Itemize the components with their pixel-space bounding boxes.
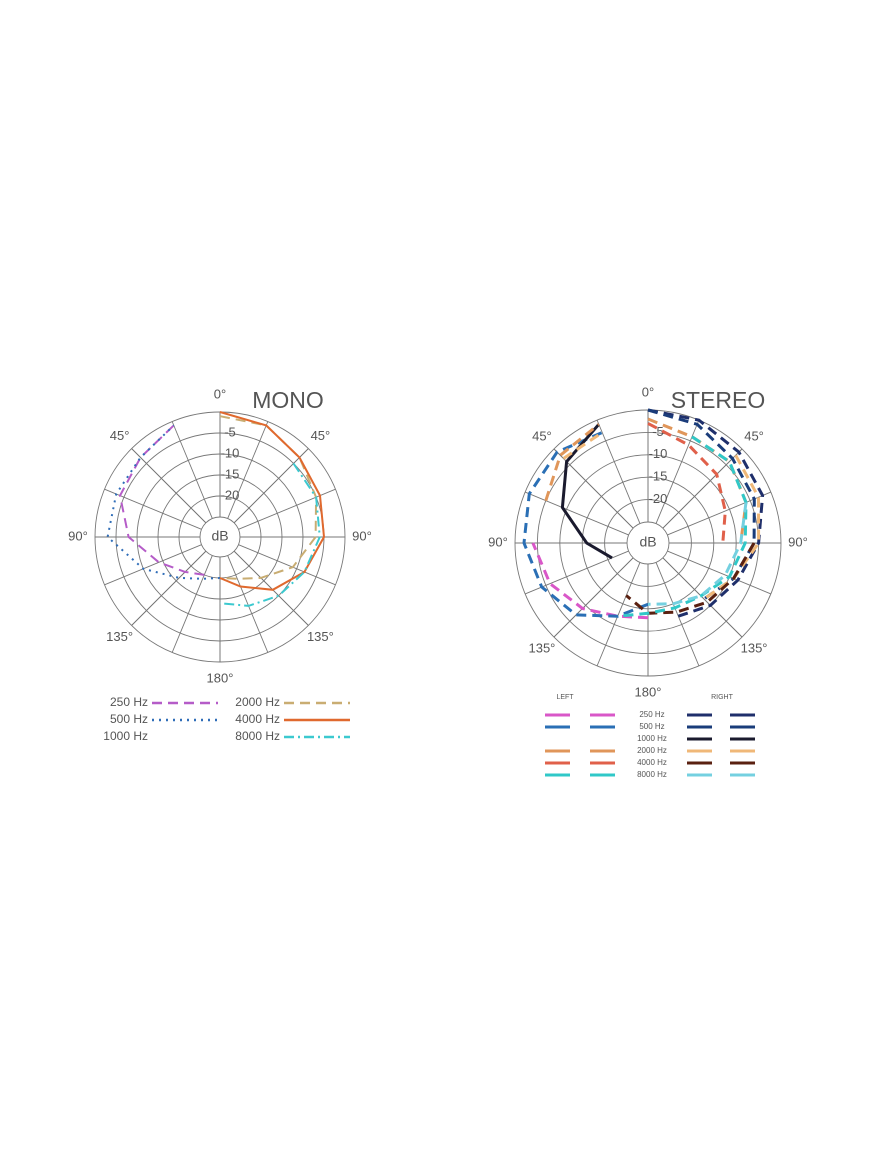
- pattern-line: [647, 408, 765, 618]
- r-axis-label: dB: [211, 528, 228, 544]
- legend-label: 250 Hz: [110, 695, 148, 709]
- r-tick-label: -5: [652, 424, 664, 439]
- angle-label: 90°: [788, 534, 808, 549]
- spoke: [524, 491, 629, 536]
- r-tick-label: -15: [221, 466, 240, 481]
- pattern-line: [106, 424, 221, 580]
- grid-spoke: [553, 557, 634, 638]
- r-axis-label: dB: [639, 534, 656, 550]
- legend-label: 8000 Hz: [235, 729, 280, 743]
- chart-title: MONO: [252, 387, 324, 413]
- spoke: [171, 555, 213, 653]
- legend-label: 500 Hz: [639, 722, 664, 731]
- angle-label: 90°: [68, 528, 88, 543]
- grid-spoke: [233, 448, 309, 524]
- legend-label: 500 Hz: [110, 712, 148, 726]
- angle-label: 45°: [532, 428, 552, 443]
- angle-label: 180°: [635, 684, 662, 699]
- spoke: [104, 544, 202, 586]
- angle-label: 0°: [214, 386, 226, 401]
- angle-label: 90°: [488, 534, 508, 549]
- grid-spoke: [662, 557, 743, 638]
- angle-label: 135°: [741, 641, 768, 656]
- r-tick-label: -20: [649, 491, 668, 506]
- pattern-line: [617, 435, 748, 618]
- spoke: [655, 562, 700, 667]
- angle-label: 135°: [106, 629, 133, 644]
- spoke: [596, 419, 641, 524]
- legend-label: 250 Hz: [639, 710, 664, 719]
- angle-label: 90°: [352, 528, 372, 543]
- spoke: [227, 555, 269, 653]
- grid-spoke: [131, 448, 207, 524]
- legend-header: LEFT: [556, 694, 574, 701]
- legend-label: 8000 Hz: [637, 770, 667, 779]
- angle-label: 0°: [642, 384, 654, 399]
- legend-label: 4000 Hz: [235, 712, 280, 726]
- spoke: [171, 421, 213, 519]
- legend-label: 2000 Hz: [235, 695, 280, 709]
- spoke: [667, 550, 772, 595]
- pattern-line: [544, 417, 748, 544]
- pattern-line: [647, 502, 748, 606]
- pattern-line: [219, 411, 326, 591]
- chart-title: STEREO: [671, 387, 766, 413]
- legend-label: 1000 Hz: [637, 734, 667, 743]
- r-tick-label: -10: [221, 445, 240, 460]
- spoke: [238, 544, 336, 586]
- r-tick-label: -5: [224, 424, 236, 439]
- legend-header: RIGHT: [711, 694, 734, 701]
- pattern-line: [219, 415, 318, 580]
- spoke: [227, 421, 269, 519]
- angle-label: 135°: [528, 641, 555, 656]
- pattern-line: [625, 542, 756, 615]
- legend-label: 1000 Hz: [103, 729, 148, 743]
- pattern-line: [219, 462, 321, 607]
- grid-spoke: [131, 550, 207, 626]
- angle-label: 45°: [110, 428, 130, 443]
- spoke: [596, 562, 641, 667]
- r-tick-label: -10: [649, 446, 668, 461]
- r-tick-label: -15: [649, 469, 668, 484]
- pattern-line: [118, 424, 205, 576]
- angle-label: 45°: [744, 428, 764, 443]
- grid-spoke: [233, 550, 309, 626]
- angle-label: 180°: [207, 670, 234, 685]
- pattern-line: [647, 422, 727, 544]
- pattern-line: [562, 431, 761, 601]
- pattern-line: [522, 431, 649, 618]
- grid-spoke: [662, 448, 743, 529]
- angle-label: 135°: [307, 629, 334, 644]
- legend-label: 2000 Hz: [637, 746, 667, 755]
- spoke: [104, 488, 202, 530]
- legend-label: 4000 Hz: [637, 758, 667, 767]
- r-tick-label: -20: [221, 487, 240, 502]
- angle-label: 45°: [311, 428, 331, 443]
